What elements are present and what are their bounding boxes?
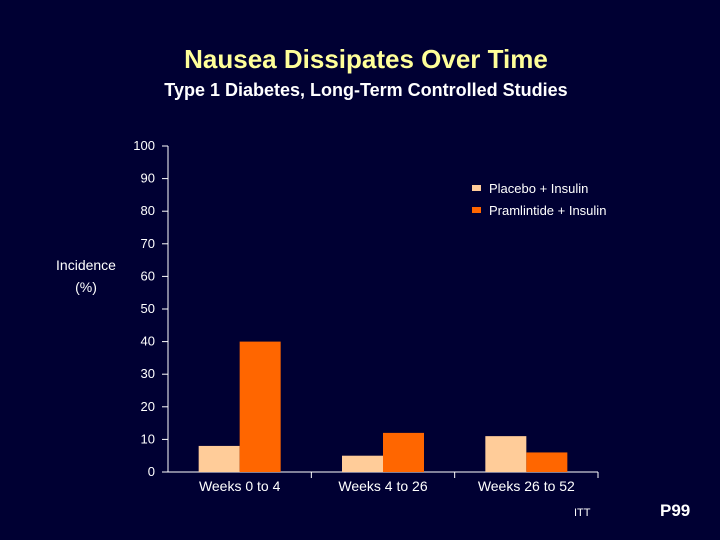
legend-item-pramlintide: Pramlintide + Insulin <box>472 199 606 221</box>
bar-placebo-1 <box>342 455 383 472</box>
y-tick-label-40: 40 <box>141 334 155 349</box>
legend-label-pramlintide: Pramlintide + Insulin <box>489 202 607 218</box>
page-number: P99 <box>660 501 691 520</box>
y-tick-label-20: 20 <box>141 399 155 414</box>
bar-pramlintide-0 <box>239 341 281 472</box>
y-tick-label-50: 50 <box>141 301 155 316</box>
chart-title: Nausea Dissipates Over Time <box>184 44 548 74</box>
chart-subtitle: Type 1 Diabetes, Long-Term Controlled St… <box>164 80 568 100</box>
legend-item-placebo: Placebo + Insulin <box>472 177 606 199</box>
bar-placebo-0 <box>198 445 240 472</box>
bar-pramlintide-2 <box>526 452 568 472</box>
footnote-itt: ITT <box>574 507 591 519</box>
bar-placebo-2 <box>485 436 527 472</box>
x-category-label-1: Weeks 4 to 26 <box>338 478 427 494</box>
legend-label-placebo: Placebo + Insulin <box>489 180 589 196</box>
y-axis-label-line1: Incidence <box>56 257 116 273</box>
legend: Placebo + Insulin Pramlintide + Insulin <box>472 177 606 221</box>
y-tick-label-70: 70 <box>141 236 155 251</box>
x-category-label-0: Weeks 0 to 4 <box>199 478 281 494</box>
y-tick-label-100: 100 <box>133 138 155 153</box>
bar-pramlintide-1 <box>383 432 424 472</box>
y-tick-label-10: 10 <box>141 431 155 446</box>
y-tick-label-80: 80 <box>141 203 155 218</box>
y-tick-label-0: 0 <box>148 464 155 479</box>
y-axis-label: Incidence (%) <box>44 254 128 298</box>
y-tick-label-60: 60 <box>141 268 155 283</box>
x-category-label-2: Weeks 26 to 52 <box>478 478 575 494</box>
y-tick-label-90: 90 <box>141 171 155 186</box>
legend-swatch-pramlintide <box>472 207 481 213</box>
legend-swatch-placebo <box>472 185 481 191</box>
y-tick-label-30: 30 <box>141 366 155 381</box>
y-axis-label-line2: (%) <box>75 279 97 295</box>
